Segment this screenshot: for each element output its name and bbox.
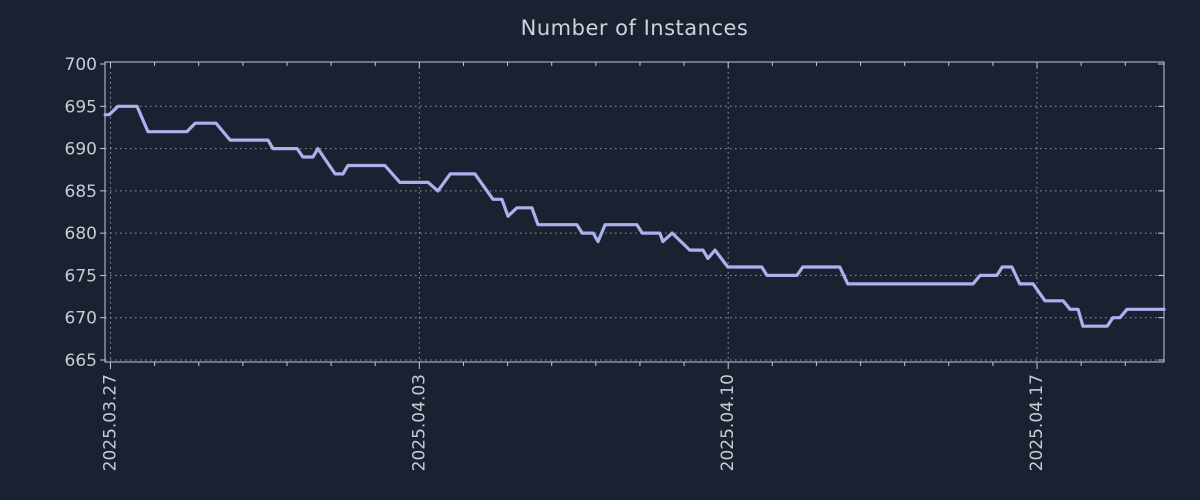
x-tick-label: 2025.03.27 — [101, 374, 121, 471]
y-tick-label: 700 — [65, 55, 97, 75]
y-tick-label: 680 — [65, 224, 97, 244]
series-line — [103, 104, 1166, 328]
y-tick-label: 665 — [65, 351, 97, 371]
x-tick-label: 2025.04.10 — [718, 374, 738, 471]
x-tick-label: 2025.04.17 — [1027, 374, 1047, 471]
plot-border — [104, 61, 1165, 363]
y-tick-label: 685 — [65, 182, 97, 202]
y-tick-label: 695 — [65, 97, 97, 117]
y-tick-label: 690 — [65, 140, 97, 160]
y-tick-label: 675 — [65, 266, 97, 286]
x-tick-label: 2025.04.03 — [409, 374, 429, 471]
y-tick-label: 670 — [65, 309, 97, 329]
chart-title: Number of Instances — [520, 16, 749, 40]
